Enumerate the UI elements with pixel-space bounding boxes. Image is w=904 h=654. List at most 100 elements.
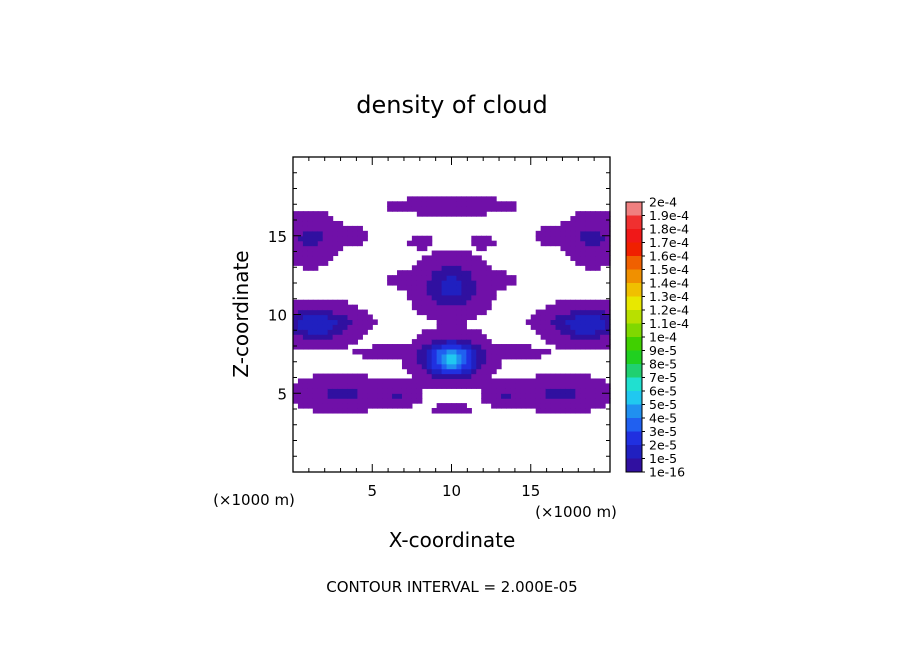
density-cell xyxy=(302,230,309,237)
density-cell xyxy=(476,211,482,217)
density-cell xyxy=(466,206,472,212)
density-cell xyxy=(540,309,547,316)
density-cell xyxy=(466,363,472,370)
density-cell xyxy=(293,211,299,217)
density-cell xyxy=(461,206,467,212)
density-cell xyxy=(565,225,571,232)
density-cell xyxy=(476,383,482,389)
density-cell xyxy=(600,319,606,325)
density-cell xyxy=(461,284,467,291)
density-cell xyxy=(570,339,576,345)
density-cell xyxy=(486,304,492,311)
density-cell xyxy=(550,324,557,330)
density-cell xyxy=(451,408,458,414)
density-cell xyxy=(476,284,482,291)
density-cell xyxy=(471,275,477,281)
density-cell xyxy=(297,240,304,247)
density-cell xyxy=(317,225,324,232)
density-cell xyxy=(421,260,428,266)
density-cell xyxy=(451,201,458,207)
density-cell xyxy=(466,201,472,207)
density-cell xyxy=(575,378,581,384)
density-cell xyxy=(421,201,428,207)
density-cell xyxy=(377,378,383,384)
density-cell xyxy=(530,378,537,384)
density-cell xyxy=(446,378,453,384)
density-cell xyxy=(456,368,462,375)
density-cell xyxy=(461,319,467,325)
density-cell xyxy=(357,314,363,321)
density-cell xyxy=(397,353,403,360)
density-cell xyxy=(426,339,433,345)
density-cell xyxy=(501,403,507,409)
density-cell xyxy=(406,348,413,355)
density-cell xyxy=(471,206,477,212)
density-cell xyxy=(337,339,344,345)
density-cell xyxy=(600,334,606,340)
density-cell xyxy=(327,393,334,399)
density-cell xyxy=(565,329,571,335)
density-cell xyxy=(362,353,368,360)
density-cell xyxy=(421,284,428,291)
density-cell xyxy=(397,270,403,276)
density-cell xyxy=(481,206,487,212)
density-cell xyxy=(342,388,349,394)
density-cell xyxy=(580,398,586,404)
density-cell xyxy=(446,383,453,389)
density-cell xyxy=(590,260,596,266)
density-cell xyxy=(411,284,418,291)
density-cell xyxy=(535,235,542,242)
density-cell xyxy=(436,408,443,414)
density-cell xyxy=(441,324,448,330)
density-cell xyxy=(406,398,413,404)
density-cell xyxy=(297,225,304,232)
density-cell xyxy=(555,408,562,414)
density-cell xyxy=(312,235,319,242)
density-cell xyxy=(550,309,557,316)
density-cell xyxy=(426,329,433,335)
density-cell xyxy=(585,240,591,247)
density-cell xyxy=(456,196,462,202)
density-cell xyxy=(565,398,571,404)
density-cell xyxy=(555,225,562,232)
density-cell xyxy=(387,206,393,212)
density-cell xyxy=(456,265,462,271)
density-cell xyxy=(555,373,562,380)
density-cell xyxy=(540,314,547,321)
density-cell xyxy=(486,294,492,301)
density-cell xyxy=(302,334,309,340)
density-cell xyxy=(312,373,319,380)
x-axis-label: X-coordinate xyxy=(389,528,516,552)
density-cell xyxy=(476,353,482,360)
density-cell xyxy=(515,393,522,399)
colorbar-swatch xyxy=(626,283,642,297)
density-cell xyxy=(431,314,438,321)
colorbar-swatch xyxy=(626,364,642,378)
density-cell xyxy=(411,201,418,207)
density-cell xyxy=(332,403,339,409)
density-cell xyxy=(481,294,487,301)
density-cell xyxy=(605,388,611,394)
density-cell xyxy=(441,270,448,276)
density-cell xyxy=(456,408,462,414)
density-cell xyxy=(436,275,443,281)
density-cell xyxy=(397,393,403,399)
density-cell xyxy=(466,314,472,321)
density-cell xyxy=(590,255,596,261)
density-cell xyxy=(337,324,344,330)
density-cell xyxy=(501,398,507,404)
density-cell xyxy=(307,220,314,227)
density-cell xyxy=(382,398,388,404)
density-cell xyxy=(486,358,492,365)
density-cell xyxy=(401,284,408,291)
density-cell xyxy=(486,388,492,394)
density-cell xyxy=(416,245,423,252)
density-cell xyxy=(461,211,467,217)
density-cell xyxy=(307,225,314,232)
colorbar-label: 1.3e-4 xyxy=(649,289,689,304)
density-cell xyxy=(580,304,586,311)
density-cell xyxy=(297,309,304,316)
density-cell xyxy=(545,339,552,345)
density-cell xyxy=(600,388,606,394)
